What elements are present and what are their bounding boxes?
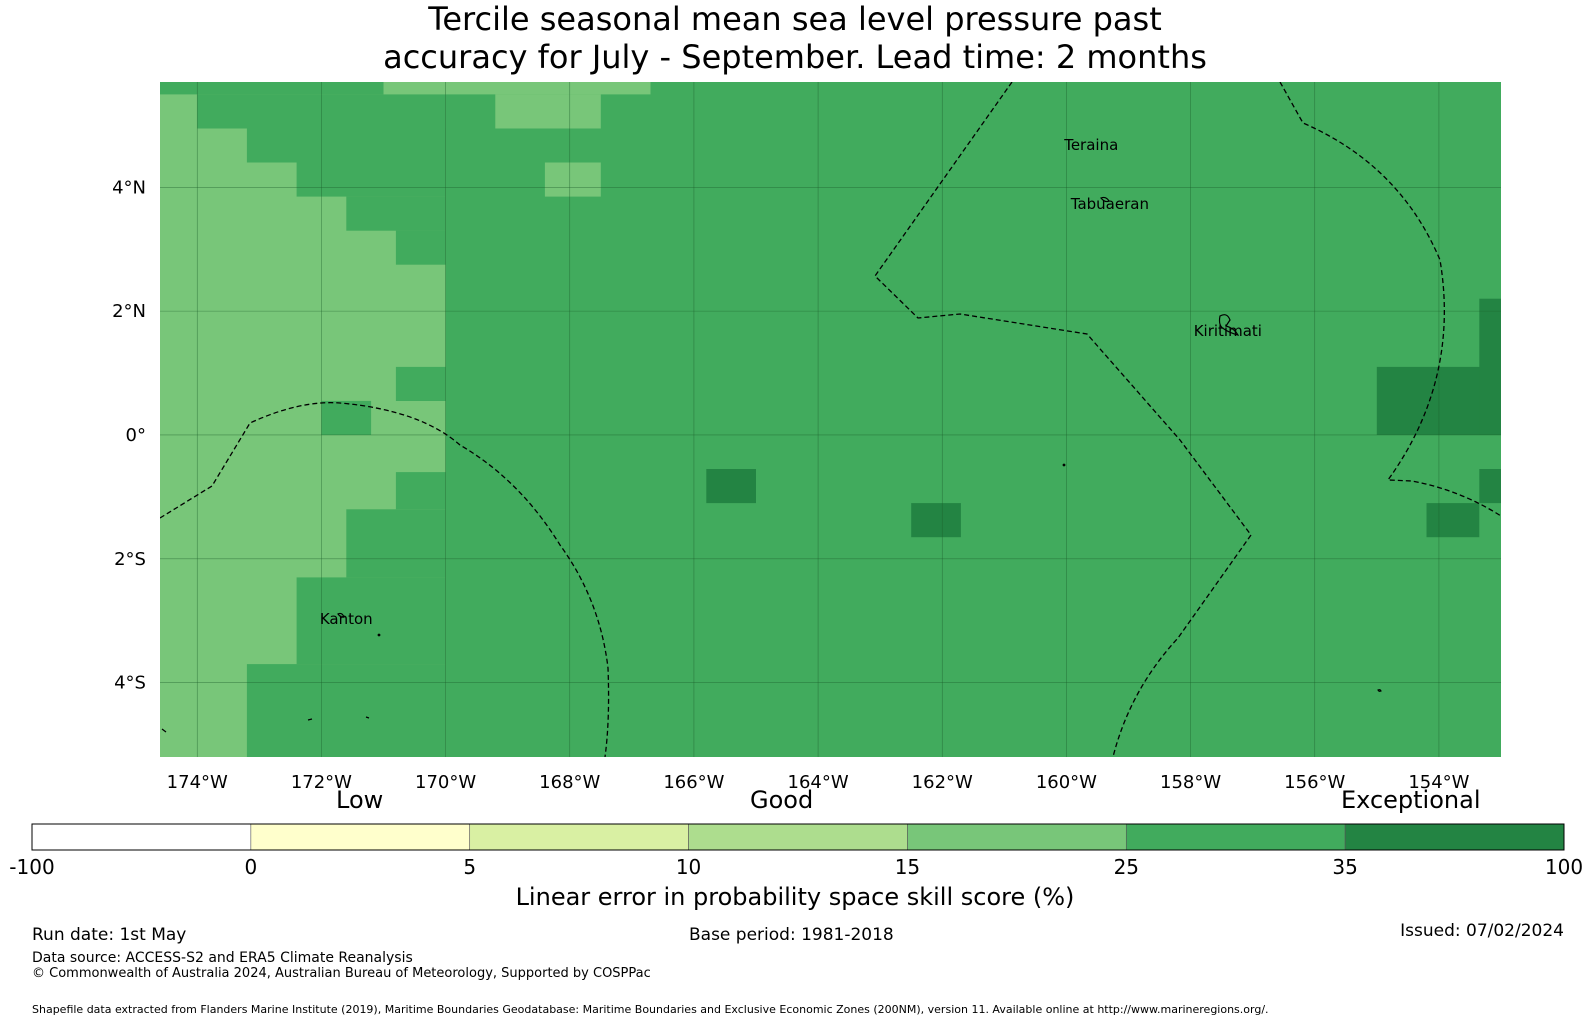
colorbar: -100 0 5 10 15 25 35 100 bbox=[9, 823, 1583, 879]
colorbar-axis-label: Linear error in probability space skill … bbox=[515, 883, 1075, 911]
island-dot-6 bbox=[161, 728, 167, 733]
colorbar-box bbox=[1344, 823, 1565, 851]
base-period: Base period: 1981-2018 bbox=[689, 925, 894, 945]
colorbar-tick-label: 25 bbox=[1114, 855, 1139, 879]
skill-cell-9 bbox=[296, 162, 446, 197]
skill-cell-5 bbox=[321, 400, 372, 435]
place-label: Teraina bbox=[1063, 136, 1118, 154]
lon-tick-label: 166°W bbox=[663, 772, 724, 793]
skill-cell-15 bbox=[544, 162, 601, 197]
colorbar-boxes bbox=[31, 823, 1565, 851]
colorbar-frame bbox=[31, 823, 1565, 851]
colorbar-box bbox=[469, 823, 689, 851]
colorbar-tick-label: -100 bbox=[9, 855, 54, 879]
skill-cell-13 bbox=[495, 94, 601, 129]
skill-cells bbox=[160, 82, 1501, 757]
map-plot-area: Teraina Tabuaeran Kiritimati Kanton bbox=[160, 82, 1501, 757]
eez-boundaries bbox=[160, 82, 1501, 757]
skill-cell-7 bbox=[395, 230, 446, 265]
skill-cell-6 bbox=[395, 366, 446, 401]
map-title-line-2: accuracy for July - September. Lead time… bbox=[383, 38, 1207, 76]
colorbar-box bbox=[907, 823, 1127, 851]
lon-tick-label: 172°W bbox=[291, 772, 352, 793]
latitude-tick-labels: 4°N 2°N 0° 2°S 4°S bbox=[112, 177, 146, 693]
colorbar-tick-label: 0 bbox=[244, 855, 257, 879]
lon-tick-label: 164°W bbox=[788, 772, 849, 793]
island-dot-4 bbox=[307, 718, 313, 721]
shapefile-credit: Shapefile data extracted from Flanders M… bbox=[32, 1003, 1269, 1016]
island-kiritimati bbox=[1218, 314, 1240, 336]
island-dot-5 bbox=[365, 716, 370, 719]
colorbar-tick-label: 100 bbox=[1545, 855, 1583, 879]
map-title-line-1: Tercile seasonal mean sea level pressure… bbox=[428, 0, 1162, 38]
island-outlines bbox=[161, 196, 1382, 733]
map-gridlines bbox=[160, 82, 1501, 757]
eez-boundary-line-west bbox=[160, 402, 610, 757]
colorbar-tick-label: 10 bbox=[676, 855, 701, 879]
issued-date: Issued: 07/02/2024 bbox=[1400, 921, 1564, 941]
lon-tick-label: 154°W bbox=[1408, 772, 1469, 793]
lon-tick-label: 160°W bbox=[1036, 772, 1097, 793]
colorbar-tick-labels: -100 0 5 10 15 25 35 100 bbox=[9, 855, 1583, 879]
lon-tick-label: 158°W bbox=[1160, 772, 1221, 793]
eez-boundary-line-east bbox=[1279, 82, 1501, 517]
skill-cell-21 bbox=[1479, 469, 1501, 504]
colorbar-tick-label: 5 bbox=[463, 855, 476, 879]
eez-boundary-line-center bbox=[874, 82, 1252, 757]
island-dot-2 bbox=[1062, 463, 1066, 467]
place-label: Kanton bbox=[320, 610, 373, 628]
skill-cell-20 bbox=[1426, 503, 1480, 538]
island-tabuaeran bbox=[1100, 196, 1110, 203]
lon-tick-label: 156°W bbox=[1284, 772, 1345, 793]
skill-cell-12 bbox=[160, 82, 384, 95]
colorbar-tick-label: 35 bbox=[1332, 855, 1357, 879]
lat-tick-label: 2°N bbox=[112, 301, 146, 322]
skill-cell-4 bbox=[395, 472, 446, 510]
colorbar-box bbox=[31, 823, 252, 851]
skill-cell-8 bbox=[346, 196, 446, 231]
colorbar-word-exceptional: Exceptional bbox=[1341, 786, 1481, 814]
skill-cell-17 bbox=[911, 503, 961, 538]
longitude-tick-labels: 174°W 172°W 170°W 168°W 166°W 164°W 162°W 160°W… bbox=[167, 772, 1470, 793]
colorbar-box bbox=[1125, 823, 1346, 851]
colorbar-box bbox=[250, 823, 471, 851]
map-title: Tercile seasonal mean sea level pressure… bbox=[0, 0, 1590, 76]
run-date: Run date: 1st May bbox=[32, 925, 187, 945]
lat-tick-label: 0° bbox=[126, 425, 146, 446]
copyright-notice: © Commonwealth of Australia 2024, Austra… bbox=[32, 966, 651, 981]
skill-cell-16 bbox=[706, 469, 756, 504]
lat-tick-label: 4°S bbox=[114, 673, 146, 694]
island-kanton bbox=[337, 612, 345, 618]
colorbar-word-low: Low bbox=[336, 786, 384, 814]
skill-cell-19 bbox=[1479, 298, 1501, 435]
colorbar-box bbox=[688, 823, 908, 851]
skill-cell-3 bbox=[346, 509, 446, 578]
island-dot-1 bbox=[377, 633, 381, 637]
skill-cell-14 bbox=[445, 82, 651, 95]
lon-tick-label: 170°W bbox=[415, 772, 476, 793]
colorbar-tick-label: 15 bbox=[895, 855, 920, 879]
place-labels: Teraina Tabuaeran Kiritimati Kanton bbox=[320, 136, 1262, 628]
place-label: Kiritimati bbox=[1194, 322, 1262, 340]
island-dot-3 bbox=[1377, 689, 1382, 692]
data-source: Data source: ACCESS-S2 and ERA5 Climate … bbox=[32, 950, 413, 966]
lon-tick-label: 162°W bbox=[912, 772, 973, 793]
place-label: Tabuaeran bbox=[1070, 195, 1149, 213]
lon-tick-label: 168°W bbox=[539, 772, 600, 793]
lat-tick-label: 4°N bbox=[112, 177, 146, 198]
lat-tick-label: 2°S bbox=[114, 549, 146, 570]
lon-tick-label: 174°W bbox=[167, 772, 228, 793]
skill-cell-1 bbox=[246, 664, 446, 757]
colorbar-word-good: Good bbox=[750, 786, 814, 814]
skill-cell-10 bbox=[246, 128, 446, 163]
